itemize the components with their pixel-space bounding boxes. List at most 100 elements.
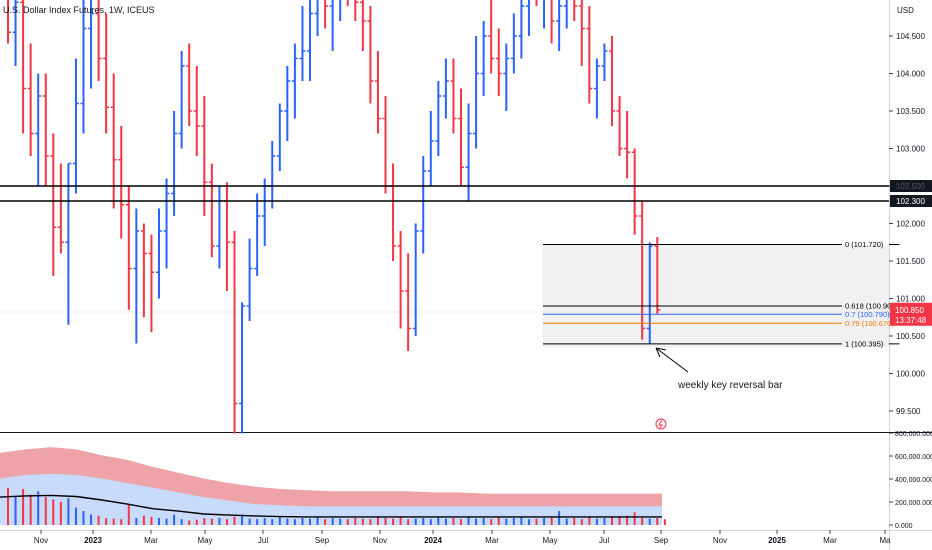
annotation-arrowhead [655, 347, 667, 358]
volume-bar [218, 518, 221, 525]
volume-bar [316, 517, 319, 525]
volume-bar [376, 517, 379, 525]
volume-tick-label: 400,000.000 [895, 477, 932, 484]
time-tick-label: May [542, 536, 557, 545]
volume-bar [497, 517, 500, 525]
volume-bar [74, 507, 77, 525]
volume-bar [535, 518, 538, 525]
volume-bar [135, 518, 138, 525]
volume-bar [195, 519, 198, 525]
volume-bar [278, 516, 281, 525]
volume-bar [188, 520, 191, 525]
volume-bar [82, 511, 85, 525]
annotation-arrow [655, 347, 689, 373]
volume-bar [603, 518, 606, 525]
fib-level-label: 0.618 (100.900) [845, 302, 898, 311]
volume-bar [263, 518, 266, 525]
price-tick-label: 100.500 [896, 332, 925, 341]
volume-bar [52, 499, 55, 525]
volume-bar [203, 518, 206, 525]
volume-bar [339, 518, 342, 525]
volume-bar [467, 516, 470, 525]
volume-average-line [0, 494, 662, 518]
price-tick-label: 100.000 [896, 370, 925, 379]
event-marker-icon [655, 418, 667, 430]
time-tick-label: Nov [373, 536, 387, 545]
volume-tick-label: 600,000.000 [895, 454, 932, 461]
countdown-label: 13:37:48 [895, 316, 927, 325]
volume-bar [233, 516, 236, 525]
volume-bar [414, 518, 417, 525]
time-tick-label: Ma [879, 536, 891, 545]
volume-bar [527, 519, 530, 525]
volume-bar [59, 501, 62, 525]
fib-level-label: 0.79 (100.670) [845, 319, 894, 328]
event-bolt-icon [658, 419, 663, 429]
volume-bar [444, 518, 447, 525]
price-tick-label: 104.500 [896, 32, 925, 41]
volume-bar [127, 504, 130, 525]
level-price-tag [890, 195, 932, 207]
last-price-tag [890, 302, 932, 326]
fib-zone-shading [543, 245, 889, 347]
volume-bar [550, 517, 553, 525]
volume-bar [90, 514, 93, 525]
volume-bar [248, 518, 251, 525]
volume-bar [648, 518, 651, 525]
volume-bar [293, 519, 296, 525]
volume-tick-label: 200,000.000 [895, 500, 932, 507]
volume-bar [105, 518, 108, 525]
volume-bar [482, 518, 485, 525]
level-price-label: 102.300 [896, 197, 925, 206]
volume-bar [573, 518, 576, 525]
volume-bar [97, 515, 100, 525]
volume-bar [490, 519, 493, 525]
price-tick-label: 102.500 [896, 182, 925, 191]
volume-bar [180, 519, 183, 525]
volume-bar [452, 518, 455, 525]
volume-bar [437, 517, 440, 525]
fib-level-label: 0.7 (100.790) [845, 310, 890, 319]
volume-bar [22, 488, 25, 525]
price-tick-label: 101.000 [896, 295, 925, 304]
volume-bar [150, 516, 153, 525]
volume-bar [14, 495, 17, 525]
time-tick-label: Jul [258, 536, 268, 545]
volume-bar [392, 518, 395, 525]
volume-bar [520, 516, 523, 525]
volume-bar [271, 519, 274, 525]
volume-bar [331, 518, 334, 525]
volume-bar [641, 518, 644, 525]
volume-bar [44, 497, 47, 525]
volume-bar [256, 519, 259, 525]
volume-bar [241, 514, 244, 525]
time-tick-label: Nov [713, 536, 727, 545]
volume-bar [580, 519, 583, 525]
volume-bar [595, 518, 598, 525]
time-tick-label: 2024 [424, 536, 442, 545]
volume-bar [225, 519, 228, 525]
volume-bar [656, 518, 659, 525]
time-tick-label: Jul [599, 536, 609, 545]
volume-bar [558, 511, 561, 525]
volume-bar [512, 518, 515, 525]
currency-label[interactable]: USD [897, 6, 914, 15]
volume-tick-label: 800,000.000 [895, 431, 932, 438]
volume-bar [505, 518, 508, 525]
volume-bar [384, 518, 387, 525]
price-tick-label: 102.000 [896, 220, 925, 229]
volume-bar [354, 518, 357, 525]
volume-bar [475, 518, 478, 525]
time-tick-label: Mar [485, 536, 499, 545]
volume-bar [346, 519, 349, 525]
price-tick-label: 103.000 [896, 145, 925, 154]
volume-bar [112, 518, 115, 525]
volume-bar [142, 515, 145, 525]
volume-bar [361, 518, 364, 525]
annotation-text: weekly key reversal bar [677, 380, 783, 391]
level-price-tag [890, 180, 932, 192]
volume-bar [369, 519, 372, 525]
volume-bar [633, 512, 636, 525]
volume-bar [399, 516, 402, 525]
volume-bar [460, 519, 462, 525]
